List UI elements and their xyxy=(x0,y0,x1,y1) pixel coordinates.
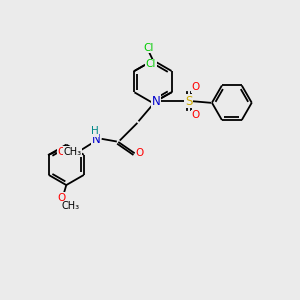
Text: S: S xyxy=(185,95,192,108)
Text: N: N xyxy=(92,133,100,146)
Text: CH₃: CH₃ xyxy=(62,202,80,212)
Text: H: H xyxy=(91,126,98,136)
Text: Cl: Cl xyxy=(146,59,156,69)
Text: O: O xyxy=(191,82,200,92)
Text: N: N xyxy=(152,95,161,108)
Text: CH₃: CH₃ xyxy=(64,147,82,157)
Text: O: O xyxy=(58,193,66,202)
Text: O: O xyxy=(57,147,66,157)
Text: O: O xyxy=(136,148,144,158)
Text: O: O xyxy=(191,110,200,120)
Text: Cl: Cl xyxy=(143,43,154,53)
